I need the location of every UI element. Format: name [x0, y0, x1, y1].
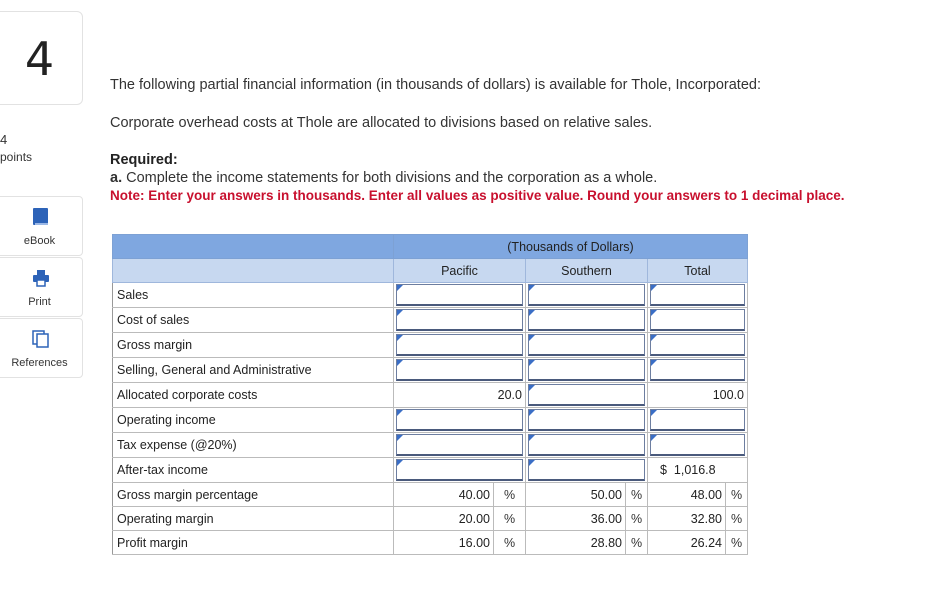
gm-pct-total-value: 48.00	[690, 487, 722, 502]
profit-margin-pacific-value: 16.00	[458, 535, 490, 550]
table-row: Selling, General and Administrative	[112, 357, 748, 383]
row-label-gross-margin: Gross margin	[112, 332, 394, 358]
row-label-allocated: Allocated corporate costs	[112, 382, 394, 408]
allocated-total-value: 100.0	[712, 388, 744, 402]
row-label-cost-of-sales: Cost of sales	[112, 307, 394, 333]
operating-income-pacific-input[interactable]	[396, 409, 523, 431]
after-tax-total-value: $ 1,016.8	[660, 463, 716, 477]
table-row: After-tax income $ 1,016.8	[112, 457, 748, 483]
book-icon	[33, 208, 48, 225]
sga-pacific-input[interactable]	[396, 359, 523, 381]
gm-pct-southern-value: 50.00	[590, 487, 622, 502]
table-row: Allocated corporate costs 20.0 100.0	[112, 382, 748, 408]
print-button[interactable]: Print	[0, 257, 83, 317]
allocated-southern-input[interactable]	[528, 384, 645, 406]
sales-southern-input[interactable]	[528, 284, 645, 306]
row-label-tax: Tax expense (@20%)	[112, 432, 394, 458]
row-label-sales: Sales	[112, 282, 394, 308]
operating-income-total-input[interactable]	[650, 409, 745, 431]
table-row: Operating margin 20.00 % 36.00 % 32.80 %	[112, 506, 748, 531]
table-row: Operating income	[112, 407, 748, 433]
required-title: Required:	[110, 152, 178, 168]
references-label: References	[11, 357, 68, 369]
overhead-text: Corporate overhead costs at Thole are al…	[110, 115, 653, 131]
table-row: Gross margin percentage 40.00 % 50.00 % …	[112, 482, 748, 507]
table-row: Gross margin	[112, 332, 748, 358]
percent-sign: %	[493, 482, 526, 507]
cost-of-sales-southern-input[interactable]	[528, 309, 645, 331]
references-button[interactable]: References	[0, 318, 83, 378]
question-number-box: 4	[0, 11, 83, 105]
row-label-after-tax: After-tax income	[112, 457, 394, 483]
points-value: 4	[0, 132, 8, 147]
row-label-profit-margin: Profit margin	[112, 530, 394, 555]
question-number: 4	[24, 32, 55, 86]
row-label-gm-pct: Gross margin percentage	[112, 482, 394, 507]
operating-income-southern-input[interactable]	[528, 409, 645, 431]
intro-text: The following partial financial informat…	[110, 77, 761, 93]
profit-margin-total-value: 26.24	[690, 535, 722, 550]
allocated-pacific-value: 20.0	[497, 388, 522, 402]
income-statement-table: (Thousands of Dollars) Pacific Southern …	[112, 234, 748, 555]
tax-pacific-input[interactable]	[396, 434, 523, 456]
op-margin-total-value: 32.80	[690, 511, 722, 526]
required-a: a. Complete the income statements for bo…	[110, 170, 657, 186]
row-label-sga: Selling, General and Administrative	[112, 357, 394, 383]
tax-total-input[interactable]	[650, 434, 745, 456]
sales-pacific-input[interactable]	[396, 284, 523, 306]
required-a-text: Complete the income statements for both …	[122, 170, 658, 186]
print-label: Print	[28, 296, 51, 308]
profit-margin-southern-value: 28.80	[590, 535, 622, 550]
table-row: Tax expense (@20%)	[112, 432, 748, 458]
table-row: Profit margin 16.00 % 28.80 % 26.24 %	[112, 530, 748, 555]
percent-sign: %	[725, 482, 748, 507]
percent-sign: %	[625, 506, 648, 531]
col-header-southern: Southern	[525, 258, 648, 283]
op-margin-southern-value: 36.00	[590, 511, 622, 526]
gm-pct-pacific-value: 40.00	[458, 487, 490, 502]
row-label-op-margin: Operating margin	[112, 506, 394, 531]
percent-sign: %	[725, 530, 748, 555]
ebook-button[interactable]: eBook	[0, 196, 83, 256]
percent-sign: %	[493, 506, 526, 531]
after-tax-pacific-input[interactable]	[396, 459, 523, 481]
cost-of-sales-total-input[interactable]	[650, 309, 745, 331]
op-margin-pacific-value: 20.00	[458, 511, 490, 526]
percent-sign: %	[625, 482, 648, 507]
tax-southern-input[interactable]	[528, 434, 645, 456]
percent-sign: %	[625, 530, 648, 555]
ebook-label: eBook	[23, 235, 56, 247]
percent-sign: %	[725, 506, 748, 531]
row-label-operating-income: Operating income	[112, 407, 394, 433]
table-row: Sales	[112, 282, 748, 308]
sga-southern-input[interactable]	[528, 359, 645, 381]
note-text: Note: Enter your answers in thousands. E…	[110, 188, 845, 203]
printer-icon	[33, 270, 49, 287]
required-a-prefix: a.	[110, 170, 123, 186]
gross-margin-total-input[interactable]	[650, 334, 745, 356]
percent-sign: %	[493, 530, 526, 555]
sga-total-input[interactable]	[650, 359, 745, 381]
gross-margin-southern-input[interactable]	[528, 334, 645, 356]
references-icon	[32, 330, 49, 348]
points-label: points	[0, 150, 33, 164]
cost-of-sales-pacific-input[interactable]	[396, 309, 523, 331]
after-tax-southern-input[interactable]	[528, 459, 645, 481]
col-header-pacific: Pacific	[393, 258, 526, 283]
table-row: Cost of sales	[112, 307, 748, 333]
group-header: (Thousands of Dollars)	[393, 234, 748, 259]
col-header-total: Total	[647, 258, 748, 283]
gross-margin-pacific-input[interactable]	[396, 334, 523, 356]
sales-total-input[interactable]	[650, 284, 745, 306]
